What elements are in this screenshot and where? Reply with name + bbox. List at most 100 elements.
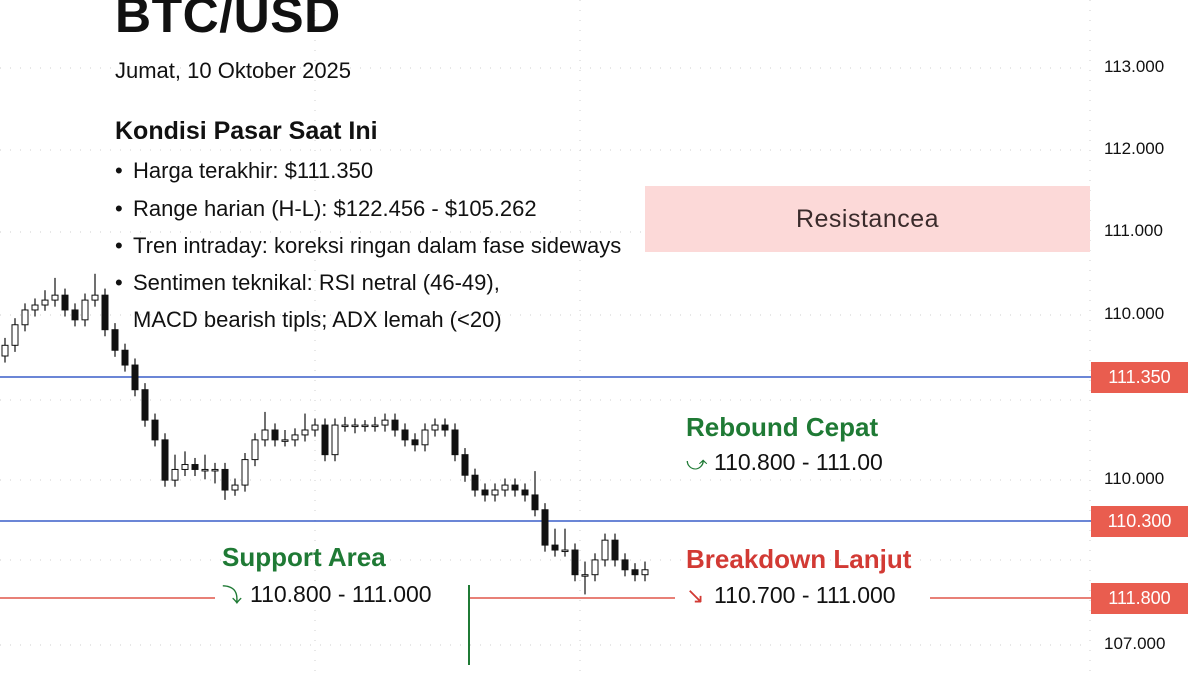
candle xyxy=(551,528,559,557)
candle-body xyxy=(381,419,389,426)
candle-body xyxy=(221,468,229,491)
candle-body xyxy=(471,474,479,491)
candle xyxy=(611,533,619,567)
bullet-item: • Range harian (H-L): $122.456 - $105.262 xyxy=(115,196,537,221)
candle-body xyxy=(401,429,409,441)
date-label: Jumat, 10 Oktober 2025 xyxy=(115,58,352,83)
candle-body xyxy=(31,304,39,311)
candle-body xyxy=(641,569,649,576)
candle-body xyxy=(441,424,449,431)
candle xyxy=(161,433,169,487)
candle-body xyxy=(61,294,69,311)
candle xyxy=(351,418,359,434)
candle xyxy=(151,413,159,447)
candle xyxy=(271,423,279,447)
candle xyxy=(61,288,69,317)
candle-body xyxy=(51,294,59,301)
candle-body xyxy=(321,424,329,456)
candle-body xyxy=(281,439,289,442)
candle-body xyxy=(21,309,29,326)
candle-body xyxy=(71,309,79,321)
candle-body xyxy=(571,549,579,576)
candle-body xyxy=(421,429,429,446)
candle-body xyxy=(581,574,589,577)
candle-body xyxy=(481,489,489,496)
candle-body xyxy=(601,539,609,561)
bullet-item: • Harga terakhir: $111.350 xyxy=(115,158,374,183)
y-tick-label: 111.000 xyxy=(1104,221,1163,240)
candle-body xyxy=(341,424,349,428)
candle-body xyxy=(561,549,569,553)
candle-body xyxy=(251,439,259,461)
candle-body xyxy=(511,484,519,491)
candle-body xyxy=(501,484,509,491)
bullet-continuation: MACD bearish tipls; ADX lemah (<20) xyxy=(133,307,502,332)
candle-body xyxy=(241,459,249,486)
candle xyxy=(11,318,19,352)
candle xyxy=(501,478,509,497)
candle-body xyxy=(361,424,369,428)
y-tick-label: 110.000 xyxy=(1104,304,1165,323)
arrow-down-right-icon: ↘ xyxy=(686,583,705,608)
candle xyxy=(1,337,9,363)
candle-body xyxy=(271,429,279,441)
candle-body xyxy=(111,329,119,351)
candle-body xyxy=(11,324,19,346)
candle xyxy=(371,416,379,432)
candle-body xyxy=(631,569,639,576)
candle-body xyxy=(301,429,309,436)
candle-body xyxy=(101,294,109,331)
candle xyxy=(631,563,639,582)
candle xyxy=(451,423,459,462)
candle-body xyxy=(451,429,459,456)
candle-body xyxy=(191,464,199,470)
candle xyxy=(51,277,59,307)
candle-body xyxy=(121,349,129,366)
candle xyxy=(391,413,399,437)
candle-body xyxy=(331,424,339,456)
candle xyxy=(101,288,109,337)
candle-body xyxy=(521,489,529,496)
candle xyxy=(511,478,519,497)
candle xyxy=(331,418,339,462)
candle xyxy=(321,418,329,462)
candle-body xyxy=(371,424,379,428)
candle xyxy=(71,303,79,327)
candle-body xyxy=(491,489,499,496)
y-tick-label: 112.000 xyxy=(1104,139,1165,158)
candle-body xyxy=(291,434,299,441)
candle xyxy=(121,343,129,372)
support-range: ⤵ 110.800 - 111.000 xyxy=(222,581,432,607)
bullet-item: • Tren intraday: koreksi ringan dalam fas… xyxy=(115,233,622,258)
candle xyxy=(301,413,309,442)
candle xyxy=(81,293,89,327)
candle-body xyxy=(591,559,599,576)
candle xyxy=(521,483,529,502)
candle-body xyxy=(211,468,219,472)
candle-body xyxy=(551,544,559,551)
candle xyxy=(191,457,199,477)
candle xyxy=(541,503,549,552)
y-tick-label: 110.000 xyxy=(1104,469,1165,488)
candle-body xyxy=(131,364,139,391)
price-level-tag: 111.800 xyxy=(1091,583,1188,614)
candle-body xyxy=(351,424,359,428)
candle xyxy=(241,453,249,492)
breakdown-title: Breakdown Lanjut xyxy=(686,544,912,574)
candle xyxy=(261,411,269,447)
candle xyxy=(601,533,609,567)
candle-body xyxy=(41,299,49,306)
grid xyxy=(0,0,1091,675)
candle xyxy=(91,273,99,307)
candle xyxy=(531,471,539,517)
candle xyxy=(171,454,179,487)
candle xyxy=(461,448,469,482)
candle-body xyxy=(161,439,169,481)
candle xyxy=(421,423,429,452)
candle xyxy=(381,413,389,432)
candle xyxy=(21,303,29,332)
candle xyxy=(41,290,49,311)
candle xyxy=(111,323,119,357)
bullet-item: • Sentimen teknikal: RSI netral (46-49), xyxy=(115,270,500,295)
